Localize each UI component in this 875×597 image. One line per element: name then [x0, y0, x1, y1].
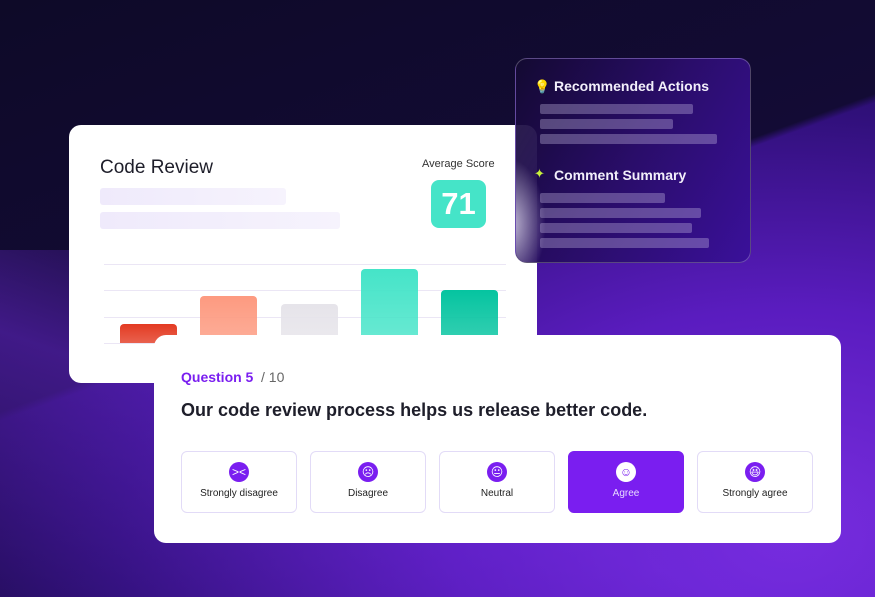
card-title: Code Review [100, 157, 213, 178]
insights-panel: 💡 Recommended Actions ✦ Comment Summary [515, 58, 751, 263]
bar-5 [441, 289, 498, 343]
frown-face-icon: ☹ [358, 462, 378, 482]
lightbulb-icon: 💡 [534, 79, 551, 94]
question-number: Question 5 [181, 369, 254, 385]
smile-face-icon: ☺ [616, 462, 636, 482]
placeholder-line [540, 119, 673, 129]
option-label: Agree [612, 488, 640, 499]
sparkle-icon: ✦ [534, 166, 545, 181]
option-label: Neutral [480, 488, 514, 499]
angry-face-icon: >< [229, 462, 249, 482]
placeholder-line [100, 188, 286, 205]
placeholder-line [100, 212, 340, 229]
placeholder-line [540, 104, 693, 114]
gridline [104, 264, 506, 265]
option-label: Strongly agree [722, 488, 788, 499]
question-card: Question 5 / 10 Our code review process … [154, 335, 841, 543]
answer-option-disagree[interactable]: ☹ Disagree [310, 451, 426, 513]
question-text: Our code review process helps us release… [181, 400, 648, 420]
answer-option-strongly-disagree[interactable]: >< Strongly disagree [181, 451, 297, 513]
recommended-actions-heading: Recommended Actions [554, 78, 710, 94]
option-label: Disagree [347, 488, 389, 499]
neutral-face-icon: 😐 [487, 462, 507, 482]
answer-option-agree[interactable]: ☺ Agree [568, 451, 684, 513]
comment-summary-heading: Comment Summary [554, 167, 687, 183]
average-score-badge: 71 [431, 180, 486, 228]
gridline [104, 290, 506, 291]
average-score-label: Average Score [422, 158, 495, 170]
answer-option-neutral[interactable]: 😐 Neutral [439, 451, 555, 513]
laugh-face-icon: 😆 [745, 462, 765, 482]
answer-option-strongly-agree[interactable]: 😆 Strongly agree [697, 451, 813, 513]
question-total: / 10 [261, 369, 285, 385]
placeholder-line [540, 223, 692, 233]
placeholder-line [540, 208, 701, 218]
placeholder-line [540, 193, 665, 203]
bar-4 [361, 268, 418, 343]
placeholder-line [540, 238, 709, 248]
placeholder-line [540, 134, 717, 144]
option-label: Strongly disagree [200, 488, 278, 499]
